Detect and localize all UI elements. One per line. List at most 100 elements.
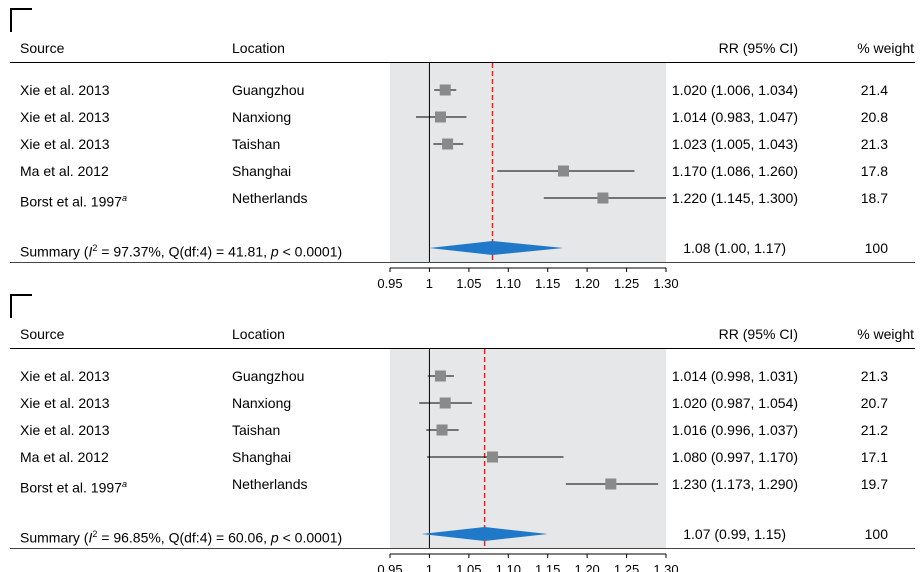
panel-label bbox=[10, 294, 32, 318]
header-weight: % weight bbox=[857, 40, 914, 56]
forest-plot-area: 0.95 1 1.05 1.10 1.15 1.20 1.25 1.30 bbox=[377, 349, 679, 572]
x-tick-label: 1.30 bbox=[653, 276, 678, 291]
header-rule bbox=[10, 348, 915, 349]
row-rr-ci: 1.170 (1.086, 1.260) bbox=[671, 163, 798, 179]
source-text: Xie et al. 2013 bbox=[20, 395, 110, 411]
summary-pre: Summary ( bbox=[20, 243, 89, 260]
row-rr-ci: 1.080 (0.997, 1.170) bbox=[671, 449, 798, 465]
row-rr-ci: 1.014 (0.983, 1.047) bbox=[671, 109, 798, 125]
row-rr-ci: 1.020 (0.987, 1.054) bbox=[671, 395, 798, 411]
summary-mid: = 97.37%, Q(df:4) = 41.81, bbox=[97, 243, 271, 260]
row-source: Xie et al. 2013 bbox=[20, 422, 110, 438]
forest-plot-area: 0.95 1 1.05 1.10 1.15 1.20 1.25 1.30 bbox=[377, 63, 679, 291]
row-location: Netherlands bbox=[232, 476, 308, 492]
row-source: Ma et al. 2012 bbox=[20, 163, 109, 179]
x-tick-label: 1.20 bbox=[574, 276, 599, 291]
source-text: Xie et al. 2013 bbox=[20, 136, 110, 152]
summary-post: < 0.0001) bbox=[278, 529, 343, 546]
row-location: Guangzhou bbox=[232, 82, 305, 98]
row-source: Borst et al. 1997a bbox=[20, 476, 127, 496]
row-location: Nanxiong bbox=[232, 109, 292, 125]
estimate-box bbox=[439, 84, 451, 96]
header-rr: RR (95% CI) bbox=[718, 326, 798, 342]
summary-p: p bbox=[270, 529, 279, 546]
summary-diamond bbox=[429, 241, 564, 255]
x-tick-label: 1.05 bbox=[456, 562, 481, 572]
row-location: Shanghai bbox=[232, 449, 292, 465]
summary-weight: 100 bbox=[864, 240, 888, 256]
summary-label: Summary (I2 = 97.37%, Q(df:4) = 41.81, p… bbox=[20, 240, 342, 260]
header-rr: RR (95% CI) bbox=[718, 40, 798, 56]
estimate-box bbox=[434, 370, 446, 382]
row-weight: 21.3 bbox=[860, 136, 888, 152]
row-weight: 21.3 bbox=[860, 368, 888, 384]
bottom-rule bbox=[10, 548, 915, 549]
summary-post: < 0.0001) bbox=[278, 243, 343, 260]
x-tick-label: 1 bbox=[426, 276, 433, 291]
row-location: Taishan bbox=[232, 422, 281, 438]
summary-i2-superscript: 2 bbox=[92, 529, 98, 539]
x-tick-label: 1 bbox=[426, 562, 433, 572]
source-text: Ma et al. 2012 bbox=[20, 163, 109, 179]
header-location: Location bbox=[232, 40, 285, 56]
row-location: Guangzhou bbox=[232, 368, 305, 384]
footnote-marker: a bbox=[121, 193, 127, 203]
summary-weight: 100 bbox=[864, 526, 888, 542]
x-tick-label: 1.30 bbox=[653, 562, 678, 572]
row-location: Nanxiong bbox=[232, 395, 292, 411]
row-weight: 18.7 bbox=[860, 190, 888, 206]
row-rr-ci: 1.023 (1.005, 1.043) bbox=[671, 136, 798, 152]
row-weight: 21.2 bbox=[860, 422, 888, 438]
x-tick-label: 1.05 bbox=[456, 276, 481, 291]
row-weight: 20.7 bbox=[860, 395, 888, 411]
x-tick-label: 0.95 bbox=[377, 562, 402, 572]
source-text: Xie et al. 2013 bbox=[20, 82, 110, 98]
x-tick-label: 1.15 bbox=[535, 562, 560, 572]
shaded-plot-region bbox=[390, 349, 666, 548]
summary-diamond bbox=[421, 527, 548, 541]
estimate-box bbox=[605, 478, 617, 490]
x-tick-label: 1.10 bbox=[496, 276, 521, 291]
x-tick-label: 1.25 bbox=[614, 562, 639, 572]
source-text: Xie et al. 2013 bbox=[20, 422, 110, 438]
estimate-box bbox=[597, 192, 609, 204]
row-rr-ci: 1.220 (1.145, 1.300) bbox=[671, 190, 798, 206]
panel-label bbox=[10, 8, 32, 32]
row-source: Borst et al. 1997a bbox=[20, 190, 127, 210]
x-tick-label: 0.95 bbox=[377, 276, 402, 291]
header-source: Source bbox=[20, 326, 65, 342]
row-source: Xie et al. 2013 bbox=[20, 368, 110, 384]
estimate-box bbox=[436, 424, 448, 436]
summary-rr-ci: 1.07 (0.99, 1.15) bbox=[683, 526, 786, 542]
row-weight: 21.4 bbox=[860, 82, 888, 98]
x-tick-label: 1.15 bbox=[535, 276, 560, 291]
estimate-box bbox=[557, 165, 569, 177]
row-rr-ci: 1.020 (1.006, 1.034) bbox=[671, 82, 798, 98]
row-weight: 17.8 bbox=[860, 163, 888, 179]
row-weight: 17.1 bbox=[860, 449, 888, 465]
footnote-marker: a bbox=[121, 479, 127, 489]
row-source: Xie et al. 2013 bbox=[20, 109, 110, 125]
source-text: Xie et al. 2013 bbox=[20, 109, 110, 125]
summary-mid: = 96.85%, Q(df:4) = 60.06, bbox=[97, 529, 271, 546]
estimate-box bbox=[442, 138, 454, 150]
estimate-box bbox=[487, 451, 499, 463]
summary-rr-ci: 1.08 (1.00, 1.17) bbox=[683, 240, 786, 256]
summary-i2: I bbox=[88, 243, 93, 260]
bottom-rule bbox=[10, 262, 915, 263]
summary-label: Summary (I2 = 96.85%, Q(df:4) = 60.06, p… bbox=[20, 526, 342, 546]
estimate-box bbox=[439, 397, 451, 409]
estimate-box bbox=[434, 111, 446, 123]
header-location: Location bbox=[232, 326, 285, 342]
forest-plot-panel-b: 0.95 1 1.05 1.10 1.15 1.20 1.25 1.30 Source Locat… bbox=[0, 286, 921, 572]
x-tick-label: 1.25 bbox=[614, 276, 639, 291]
forest-plot-panel-a: 0.95 1 1.05 1.10 1.15 1.20 1.25 1.30 Source Locat… bbox=[10, 8, 915, 291]
row-weight: 20.8 bbox=[860, 109, 888, 125]
source-text: Xie et al. 2013 bbox=[20, 368, 110, 384]
source-text: Borst et al. 1997 bbox=[20, 193, 122, 210]
row-source: Xie et al. 2013 bbox=[20, 136, 110, 152]
row-rr-ci: 1.016 (0.996, 1.037) bbox=[671, 422, 798, 438]
summary-p: p bbox=[270, 243, 279, 260]
row-rr-ci: 1.014 (0.998, 1.031) bbox=[671, 368, 798, 384]
x-tick-label: 1.10 bbox=[496, 562, 521, 572]
